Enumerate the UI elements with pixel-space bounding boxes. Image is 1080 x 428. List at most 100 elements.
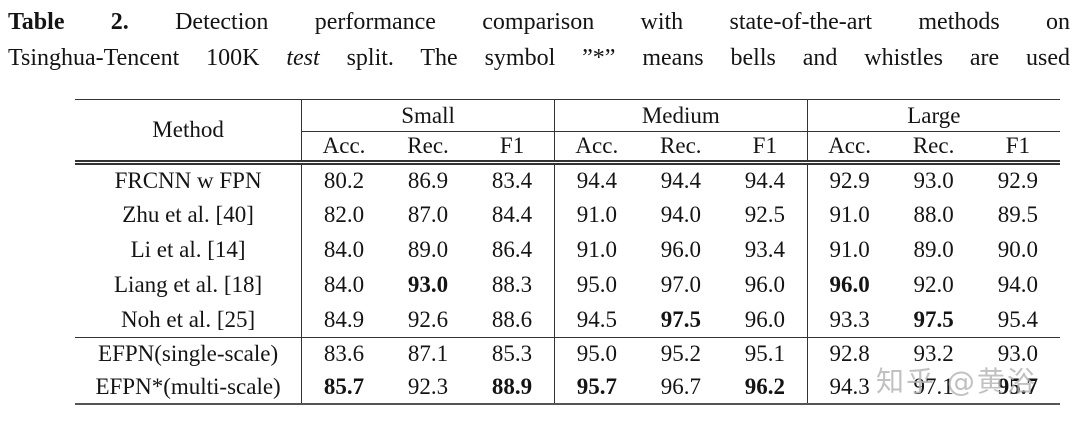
value-cell: 86.9: [407, 168, 449, 194]
value-cell: 88.9: [470, 370, 555, 404]
value-cell: 84.0: [323, 272, 365, 297]
value-cell: 94.3: [829, 373, 870, 399]
method-cell: EFPN(single-scale): [75, 337, 303, 371]
value-cell: 93.4: [722, 232, 808, 268]
value-cell: 93.2: [891, 337, 976, 371]
table-row: EFPN(single-scale) 83.6 87.1 85.3 95.0 95.2 95…: [75, 337, 1060, 371]
column-header-rec: Rec.: [891, 131, 976, 165]
caption-line-2: Tsinghua-Tencent 100K test split. The sy…: [8, 40, 1070, 76]
table-row: Noh et al. [25] 84.9 92.6 88.6 94.5 97.5 96.0 9…: [75, 302, 1060, 338]
value-cell: 93.0: [913, 168, 954, 194]
value-cell: 91.0: [576, 237, 617, 262]
column-header-method: Method: [75, 99, 303, 165]
value-cell: 88.6: [470, 302, 555, 338]
table-caption: Table 2. Detection performance compariso…: [0, 0, 1080, 76]
value-cell: 96.7: [660, 373, 701, 399]
value-cell: 97.1: [913, 373, 954, 399]
value-cell: 92.8: [807, 337, 892, 371]
value-cell: 95.0: [554, 337, 639, 371]
table-row: FRCNN w FPN 80.2 86.9 83.4 94.4 94.4 94.4 92.9 9…: [75, 162, 1060, 198]
value-cell: 95.7: [997, 373, 1038, 399]
value-cell: 97.5: [913, 306, 954, 332]
caption-text-2a: Tsinghua-Tencent 100K: [8, 45, 260, 71]
value-cell: 86.4: [470, 232, 555, 268]
method-cell: Zhu et al. [40]: [75, 197, 303, 233]
value-cell: 95.4: [997, 306, 1038, 332]
column-header-f1: F1: [722, 131, 808, 165]
group-header-row: Method Small Medium Large: [75, 99, 1060, 165]
value-cell: 97.5: [660, 306, 701, 332]
column-header-rec: Rec.: [638, 131, 723, 165]
value-cell: 87.1: [385, 337, 471, 371]
caption-text-1: Detection performance comparison with st…: [175, 9, 1070, 35]
caption-line-1: Table 2. Detection performance compariso…: [8, 4, 1070, 40]
value-cell: 96.0: [722, 267, 808, 303]
value-cell: 96.0: [829, 272, 870, 297]
value-cell: 89.0: [913, 237, 954, 262]
method-cell: FRCNN w FPN: [75, 162, 303, 198]
value-cell: 95.7: [576, 373, 617, 399]
value-cell: 96.0: [722, 302, 808, 338]
value-cell: 83.6: [301, 337, 386, 371]
value-cell: 95.2: [638, 337, 723, 371]
value-cell: 89.0: [407, 237, 449, 262]
value-cell: 96.0: [660, 237, 701, 262]
value-cell: 94.4: [576, 168, 617, 194]
metric-header-row: Acc. Rec. F1 Acc. Rec. F1 Acc. Rec. F1: [75, 131, 1060, 165]
value-cell: 84.4: [470, 197, 555, 233]
value-cell: 82.0: [323, 202, 365, 227]
column-header-acc: Acc.: [554, 131, 639, 165]
value-cell: 88.0: [913, 202, 954, 227]
value-cell: 80.2: [323, 168, 365, 194]
value-cell: 96.2: [722, 370, 808, 404]
column-header-f1: F1: [975, 131, 1060, 165]
value-cell: 93.0: [407, 272, 449, 297]
value-cell: 88.3: [470, 267, 555, 303]
value-cell: 92.3: [407, 373, 449, 399]
caption-text-2b: split. The symbol ”*” means bells and wh…: [346, 45, 1071, 71]
value-cell: 94.0: [997, 272, 1038, 297]
method-cell: EFPN*(multi-scale): [75, 370, 303, 404]
value-cell: 97.0: [660, 272, 701, 297]
value-cell: 94.4: [660, 168, 701, 194]
value-cell: 93.0: [975, 337, 1060, 371]
value-cell: 84.9: [323, 306, 365, 332]
value-cell: 84.0: [323, 237, 365, 262]
value-cell: 94.5: [576, 306, 617, 332]
value-cell: 89.5: [997, 202, 1038, 227]
value-cell: 92.6: [407, 306, 449, 332]
value-cell: 91.0: [829, 202, 870, 227]
value-cell: 90.0: [997, 237, 1038, 262]
column-header-rec: Rec.: [385, 131, 471, 165]
table-row: Zhu et al. [40] 82.0 87.0 84.4 91.0 94.0 92.5 9…: [75, 197, 1060, 233]
value-cell: 93.3: [829, 306, 870, 332]
value-cell: 95.1: [722, 337, 808, 371]
column-header-acc: Acc.: [807, 131, 892, 165]
table-row: EFPN*(multi-scale) 85.7 92.3 88.9 95.7 96.7 96…: [75, 370, 1060, 404]
method-cell: Liang et al. [18]: [75, 267, 303, 303]
method-cell: Noh et al. [25]: [75, 302, 303, 338]
value-cell: 92.0: [913, 272, 954, 297]
value-cell: 85.3: [470, 337, 555, 371]
value-cell: 95.0: [576, 272, 617, 297]
group-header-large: Large: [807, 99, 1060, 132]
table-row: Li et al. [14] 84.0 89.0 86.4 91.0 96.0 93.4 91…: [75, 232, 1060, 268]
column-header-acc: Acc.: [301, 131, 386, 165]
method-cell: Li et al. [14]: [75, 232, 303, 268]
value-cell: 92.5: [722, 197, 808, 233]
table-row: Liang et al. [18] 84.0 93.0 88.3 95.0 97.0 96.…: [75, 267, 1060, 303]
column-header-f1: F1: [470, 131, 555, 165]
value-cell: 85.7: [323, 373, 365, 399]
group-header-medium: Medium: [554, 99, 808, 132]
value-cell: 92.9: [829, 168, 870, 194]
value-cell: 83.4: [470, 162, 555, 198]
value-cell: 91.0: [829, 237, 870, 262]
value-cell: 91.0: [576, 202, 617, 227]
caption-dataset-split-italic: test: [286, 45, 320, 71]
group-header-small: Small: [301, 99, 555, 132]
value-cell: 87.0: [407, 202, 449, 227]
value-cell: 92.9: [997, 168, 1038, 194]
value-cell: 94.4: [722, 162, 808, 198]
caption-label: Table 2.: [8, 9, 129, 35]
results-table: Method Small Medium Large Acc. Rec. F1 A…: [75, 99, 1060, 405]
